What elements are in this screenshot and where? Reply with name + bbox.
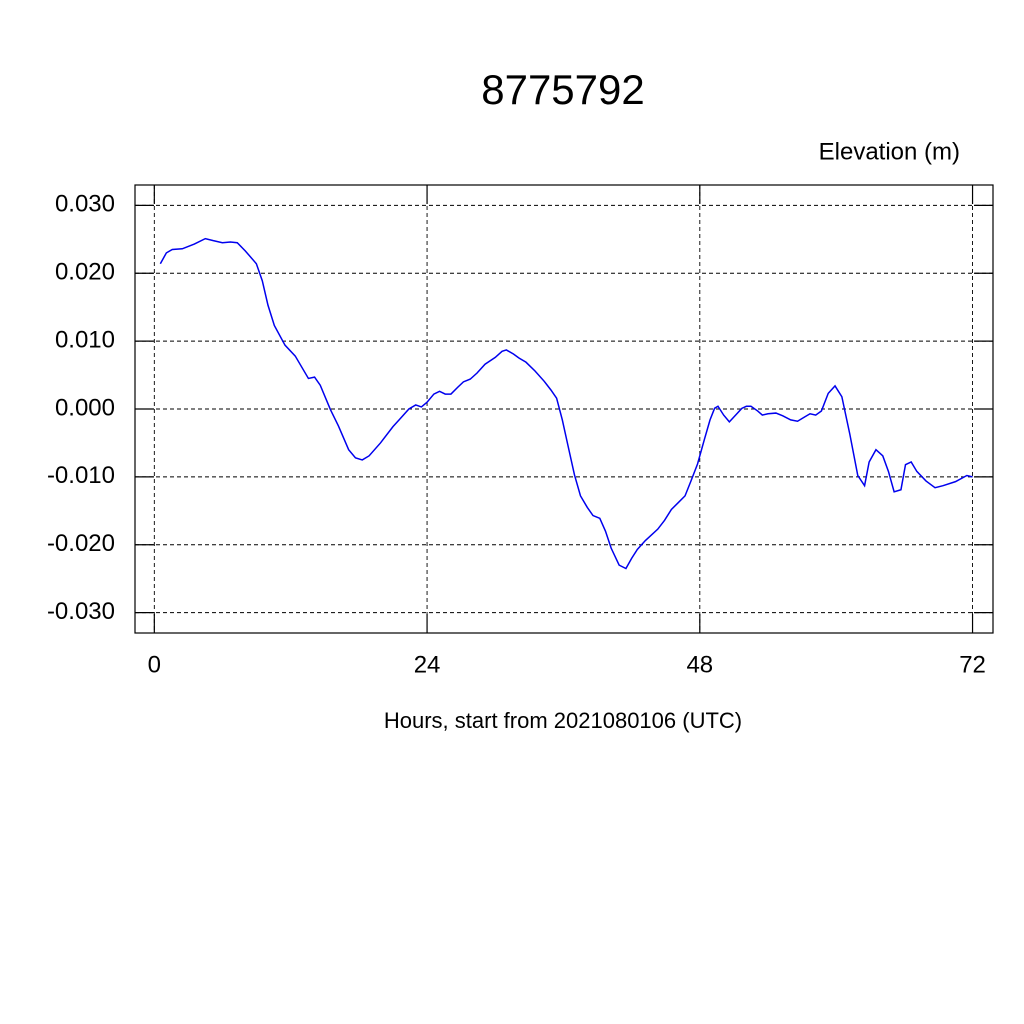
x-tick-label: 48	[686, 651, 713, 678]
y-tick-label: 0.000	[55, 394, 115, 421]
x-tick-label: 72	[959, 651, 986, 678]
y-tick-label: -0.010	[47, 462, 115, 489]
x-tick-label: 24	[414, 651, 441, 678]
x-tick-label: 0	[148, 651, 161, 678]
y-tick-label: 0.030	[55, 191, 115, 218]
y-tick-label: -0.030	[47, 598, 115, 625]
axis-unit: Elevation (m)	[819, 138, 960, 165]
chart-title: 8775792	[481, 66, 645, 113]
data-line	[159, 237, 973, 570]
x-axis-label: Hours, start from 2021080106 (UTC)	[384, 708, 742, 733]
y-tick-label: -0.020	[47, 530, 115, 557]
y-tick-label: 0.010	[55, 326, 115, 353]
y-tick-label: 0.020	[55, 259, 115, 286]
